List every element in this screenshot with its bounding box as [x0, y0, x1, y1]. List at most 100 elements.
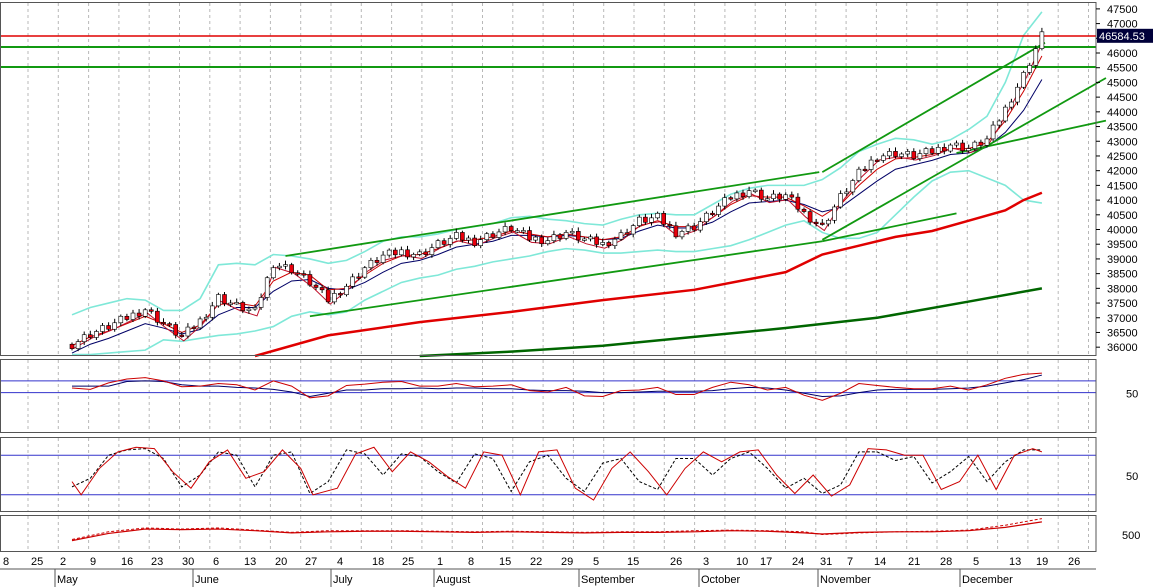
candle-body — [777, 193, 782, 200]
candle-body — [319, 287, 325, 291]
panel-border — [0, 437, 1097, 512]
y-tick-label: 37000 — [1107, 313, 1138, 325]
candle-body — [704, 212, 709, 222]
candle-body — [75, 341, 81, 349]
candle-body — [258, 297, 264, 308]
candle-body — [472, 237, 477, 246]
candle-body — [100, 325, 105, 332]
candle-body — [270, 267, 276, 279]
candle-body — [588, 236, 593, 240]
panel-border — [0, 515, 1097, 552]
candle-body — [868, 159, 874, 170]
candle-body — [618, 232, 624, 240]
candle-body — [441, 240, 447, 245]
y-tick-label: 41000 — [1107, 195, 1138, 207]
x-tick-day: 22 — [530, 556, 542, 568]
y-tick-label: 47500 — [1107, 4, 1138, 16]
candle-body — [386, 249, 392, 256]
last-price-label: 46584.53 — [1099, 31, 1145, 43]
candle-body — [295, 272, 301, 275]
candle-body — [331, 293, 337, 303]
candle-body — [466, 237, 471, 241]
x-tick-day: 24 — [792, 556, 804, 568]
candle-body — [758, 189, 764, 200]
x-tick-day: 20 — [275, 556, 287, 568]
x-tick-day: 8 — [468, 556, 474, 568]
candle-body — [521, 230, 526, 233]
long-ma-green — [419, 287, 1043, 358]
candle-body — [88, 334, 93, 338]
oscillator-1-signal — [72, 374, 1043, 398]
candle-body — [819, 222, 825, 225]
candle-body — [435, 240, 441, 248]
candle-body — [222, 294, 227, 304]
candle-body — [563, 232, 569, 239]
y-tick-label: 50 — [1126, 471, 1138, 483]
candle-body — [789, 194, 795, 198]
x-tick-day: 26 — [670, 556, 682, 568]
x-tick-day: 8 — [3, 556, 9, 568]
x-tick-day: 7 — [847, 556, 853, 568]
y-tick-label: 45500 — [1107, 63, 1138, 75]
candle-body — [1039, 31, 1045, 49]
candle-body — [313, 284, 319, 288]
candle-body — [344, 285, 349, 296]
candle-body — [81, 334, 87, 342]
y-tick-label: 44500 — [1107, 92, 1138, 104]
candle-body — [179, 334, 185, 337]
x-tick-day: 4 — [337, 556, 343, 568]
candle-body — [697, 221, 703, 231]
candle-body — [679, 231, 685, 238]
candle-body — [710, 212, 715, 216]
oscillator-1-line — [71, 372, 1042, 401]
candle-body — [484, 233, 490, 241]
candle-body — [685, 225, 691, 232]
candle-body — [380, 254, 386, 263]
candle-body — [338, 293, 343, 296]
candle-body — [673, 225, 679, 238]
candle-body — [490, 233, 496, 238]
y-tick-label: 39000 — [1107, 254, 1138, 266]
candle-body — [948, 144, 953, 152]
x-tick-month: May — [57, 574, 78, 586]
candle-body — [307, 274, 313, 286]
x-tick-day: 31 — [820, 556, 832, 568]
candle-body — [514, 230, 520, 233]
oscillator-3-signal — [71, 518, 1042, 540]
x-tick-day: 14 — [874, 556, 886, 568]
candle-body — [417, 251, 423, 255]
x-tick-month: November — [820, 574, 871, 586]
panel-frames — [0, 2, 1100, 570]
axis-labels: 47500 47000 4 6 500 46000 45500 45000 44500 44000… — [3, 4, 1153, 587]
candle-body — [142, 309, 148, 317]
candle-body — [728, 197, 734, 200]
candle-body — [502, 226, 508, 233]
x-tick-day: 13 — [1009, 556, 1021, 568]
candle-body — [740, 192, 746, 197]
candle-body — [374, 259, 380, 263]
candle-body — [356, 276, 362, 279]
candle-body — [911, 151, 917, 159]
candle-body — [880, 155, 886, 161]
y-tick-label: 38000 — [1107, 283, 1138, 295]
y-tick-label: 39500 — [1107, 239, 1138, 251]
candle-body — [551, 234, 557, 241]
candle-body — [173, 324, 178, 336]
candle-body — [643, 216, 648, 223]
candle-body — [844, 191, 850, 194]
candle-body — [216, 294, 221, 307]
candle-body — [478, 239, 484, 246]
x-tick-month: August — [436, 574, 470, 586]
candle-body — [575, 231, 581, 241]
trend-line — [822, 212, 957, 243]
candle-body — [197, 318, 203, 329]
x-tick-day: 30 — [182, 556, 194, 568]
candle-body — [990, 124, 996, 140]
candle-body — [185, 326, 191, 337]
candle-body — [405, 249, 410, 258]
candle-body — [203, 316, 209, 320]
candle-body — [582, 238, 587, 241]
y-tick-label: 42500 — [1107, 151, 1138, 163]
candle-body — [667, 224, 673, 227]
x-tick-day: 29 — [561, 556, 573, 568]
